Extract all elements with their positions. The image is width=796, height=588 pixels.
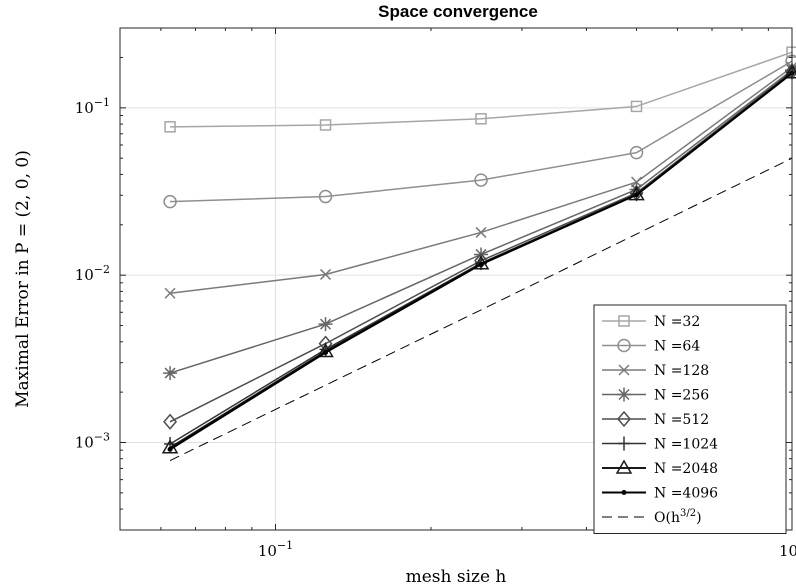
- legend-label: N =256: [654, 388, 709, 404]
- legend-label: N =64: [654, 339, 700, 355]
- data-point: [628, 186, 645, 201]
- data-point: [163, 413, 178, 430]
- data-point: [320, 268, 332, 280]
- legend-label: O(h3/2): [654, 508, 702, 526]
- legend-label: N =4096: [654, 486, 718, 502]
- tick-label-base: 10: [75, 266, 94, 284]
- series-1: [163, 54, 796, 209]
- legend-marker: [617, 387, 631, 402]
- legend-marker: [618, 436, 630, 451]
- tick-label-exponent: −3: [94, 431, 110, 444]
- legend-entry: N =64: [602, 339, 700, 355]
- tick-label-exponent: −1: [277, 539, 293, 552]
- legend-label: N =2048: [654, 461, 718, 477]
- axes-frame: [119, 27, 793, 531]
- series-line: [169, 157, 793, 462]
- legend-marker: [615, 459, 633, 474]
- legend-label-part: ): [696, 510, 701, 526]
- legend-label: N =32: [654, 314, 700, 330]
- data-point: [323, 350, 329, 356]
- legend: N =32 N =64 N =128 N =256 N =512 N =1024 N =20…: [593, 304, 787, 534]
- data-point: [475, 226, 487, 238]
- data-point: [475, 113, 487, 125]
- data-point: [164, 287, 176, 299]
- y-axis-label: Maximal Error in P = (2, 0, 0): [13, 150, 33, 408]
- legend-entry: N =128: [602, 363, 709, 379]
- tick-label-base: 10: [779, 542, 796, 560]
- legend-entry: N =2048: [602, 459, 718, 477]
- legend-label: N =1024: [654, 437, 718, 453]
- series-7: [167, 70, 795, 452]
- y-tick-label: 10−3: [75, 431, 110, 452]
- legend-entry: O(h3/2): [602, 508, 702, 526]
- legend-marker: [621, 490, 627, 495]
- tick-label-base: 10: [75, 434, 94, 452]
- axis-ticks: 10−110010−310−210−1: [75, 27, 796, 560]
- chart-title: Space convergence: [378, 2, 538, 21]
- data-point: [318, 317, 333, 332]
- x-tick-label: 100: [779, 539, 796, 560]
- legend-marker: [618, 315, 630, 327]
- x-axis-label: mesh size h: [406, 567, 507, 587]
- tick-label-base: 10: [75, 99, 94, 117]
- series-line: [170, 51, 793, 128]
- legend-label: N =128: [654, 363, 709, 379]
- x-axis-label-text: mesh size h: [406, 567, 507, 587]
- tick-label-exponent: −1: [94, 96, 110, 109]
- y-tick-label: 10−1: [75, 96, 110, 117]
- plot-area: [161, 46, 796, 462]
- y-axis-label-text: Maximal Error in P = (2, 0, 0): [13, 150, 33, 408]
- data-point: [629, 145, 644, 160]
- data-point: [163, 366, 178, 381]
- legend-marker: [617, 338, 631, 353]
- data-point: [630, 100, 643, 113]
- legend-marker: [618, 364, 630, 376]
- data-point: [167, 446, 173, 452]
- legend-marker: [617, 410, 631, 428]
- x-tick-label: 10−1: [258, 539, 293, 560]
- legend-label-part: O(h: [654, 510, 680, 526]
- tick-label-base: 10: [258, 542, 277, 560]
- data-point: [474, 173, 488, 187]
- y-tick-label: 10−2: [75, 263, 110, 284]
- data-point: [164, 121, 176, 133]
- legend-entry: N =256: [602, 387, 709, 404]
- data-point: [163, 194, 177, 209]
- legend-entry: N =32: [602, 314, 700, 330]
- data-point: [634, 192, 640, 198]
- legend-entry: N =512: [602, 410, 709, 428]
- data-point: [319, 119, 332, 131]
- legend-label: N =512: [654, 412, 709, 428]
- series-0: [164, 46, 796, 133]
- legend-label-sup: 3/2: [680, 508, 696, 519]
- data-point: [478, 261, 484, 267]
- data-point: [318, 189, 333, 204]
- series-line: [170, 60, 793, 203]
- legend-entry: N =1024: [602, 436, 718, 453]
- legend-entry: N =4096: [602, 486, 718, 502]
- series-8: [169, 157, 793, 462]
- tick-label-exponent: −2: [94, 263, 110, 276]
